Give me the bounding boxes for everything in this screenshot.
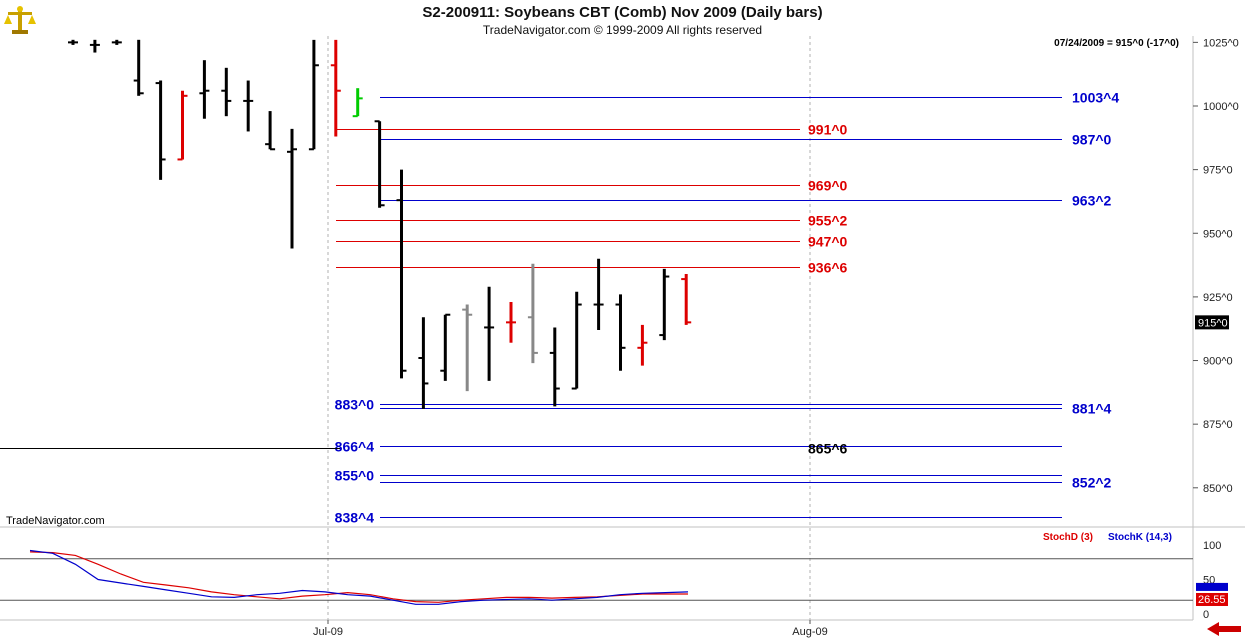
y-tick-label: 850^0 <box>1203 483 1233 495</box>
level-label: 955^2 <box>808 213 848 229</box>
watermark: TradeNavigator.com <box>6 515 105 527</box>
price-bar <box>308 39 319 151</box>
level-label: 936^6 <box>808 260 848 276</box>
y-tick-label: 875^0 <box>1203 419 1233 431</box>
price-bar <box>615 294 626 371</box>
y-tick-label: 950^0 <box>1203 228 1233 240</box>
price-bar <box>506 301 516 343</box>
price-bar <box>243 80 254 132</box>
x-tick-label: Jul-09 <box>313 626 343 638</box>
price-bar <box>571 291 582 390</box>
price-bar <box>593 258 604 330</box>
scales-icon[interactable] <box>4 4 36 36</box>
price-bar <box>68 39 78 45</box>
price-bar <box>265 111 276 151</box>
price-bar <box>462 304 473 392</box>
chart-grid <box>327 36 811 620</box>
last-price-label: 915^0 <box>1198 317 1228 329</box>
last-price-info: 07/24/2009 = 915^0 (-17^0) <box>1054 38 1179 49</box>
level-label: 852^2 <box>1072 475 1112 491</box>
price-bar <box>287 128 297 249</box>
level-label: 947^0 <box>808 234 848 250</box>
stoch-line <box>29 551 688 603</box>
price-bar <box>89 39 100 53</box>
price-bar <box>133 39 144 96</box>
price-bar <box>681 273 692 325</box>
x-tick-label: Aug-09 <box>792 626 827 638</box>
stochk-last-box <box>1196 582 1228 591</box>
level-label: 883^0 <box>335 397 375 413</box>
stoch-line <box>29 549 689 605</box>
level-label: 881^4 <box>1072 401 1112 417</box>
price-bar <box>155 80 166 180</box>
chart-header: S2-200911: Soybeans CBT (Comb) Nov 2009 … <box>0 0 1245 40</box>
price-bar <box>659 268 670 341</box>
price-bar <box>199 60 210 119</box>
level-label: 1003^4 <box>1072 90 1119 106</box>
stoch-tick-label: 0 <box>1203 609 1209 621</box>
price-bar <box>396 169 407 379</box>
price-bar <box>111 39 122 45</box>
level-label: 838^4 <box>335 510 375 526</box>
level-label: 866^4 <box>335 439 375 455</box>
level-label: 963^2 <box>1072 193 1112 209</box>
price-bar <box>527 263 538 364</box>
y-tick-label: 1025^0 <box>1203 37 1239 49</box>
support-resistance-levels: 1003^4 991^0 987^0 969^0 963^2 955^2 947^0 936^… <box>0 90 1119 526</box>
chart-copyright: TradeNavigator.com © 1999-2009 All right… <box>482 23 763 37</box>
stochd-last-label: 26.55 <box>1198 594 1226 606</box>
price-bar <box>374 120 385 208</box>
stoch-tick-label: 100 <box>1203 540 1221 552</box>
price-bars <box>68 39 692 409</box>
level-label: 969^0 <box>808 178 848 194</box>
level-label: 987^0 <box>1072 132 1112 148</box>
price-bar <box>221 67 232 117</box>
y-tick-label: 975^0 <box>1203 165 1233 177</box>
price-bar <box>484 286 495 381</box>
level-label: 855^0 <box>335 468 375 484</box>
price-bar <box>418 317 429 409</box>
legend-stochk: StochK (14,3) <box>1108 532 1172 543</box>
price-bar <box>177 90 188 161</box>
price-bar <box>549 327 560 407</box>
price-bar <box>637 324 648 366</box>
legend-stochd: StochD (3) <box>1043 532 1093 543</box>
price-axis: 1025^0 1000^0 975^0 950^0 925^0 900^0 875^0 850… <box>1193 37 1239 495</box>
y-tick-label: 1000^0 <box>1203 101 1239 113</box>
back-arrow-icon[interactable] <box>1207 622 1241 636</box>
y-tick-label: 925^0 <box>1203 292 1233 304</box>
level-label: 865^6 <box>808 441 848 457</box>
last-price-box <box>1195 315 1229 330</box>
chart-title: S2-200911: Soybeans CBT (Comb) Nov 2009 … <box>422 4 823 21</box>
price-bar <box>352 88 363 118</box>
price-bar <box>330 39 341 137</box>
level-label: 991^0 <box>808 122 848 138</box>
date-axis: Jul-09 Aug-09 <box>313 620 828 638</box>
y-tick-label: 900^0 <box>1203 356 1233 368</box>
stochd-last-box <box>1196 592 1228 606</box>
price-bar <box>440 313 451 381</box>
chart-frame <box>0 36 1245 621</box>
